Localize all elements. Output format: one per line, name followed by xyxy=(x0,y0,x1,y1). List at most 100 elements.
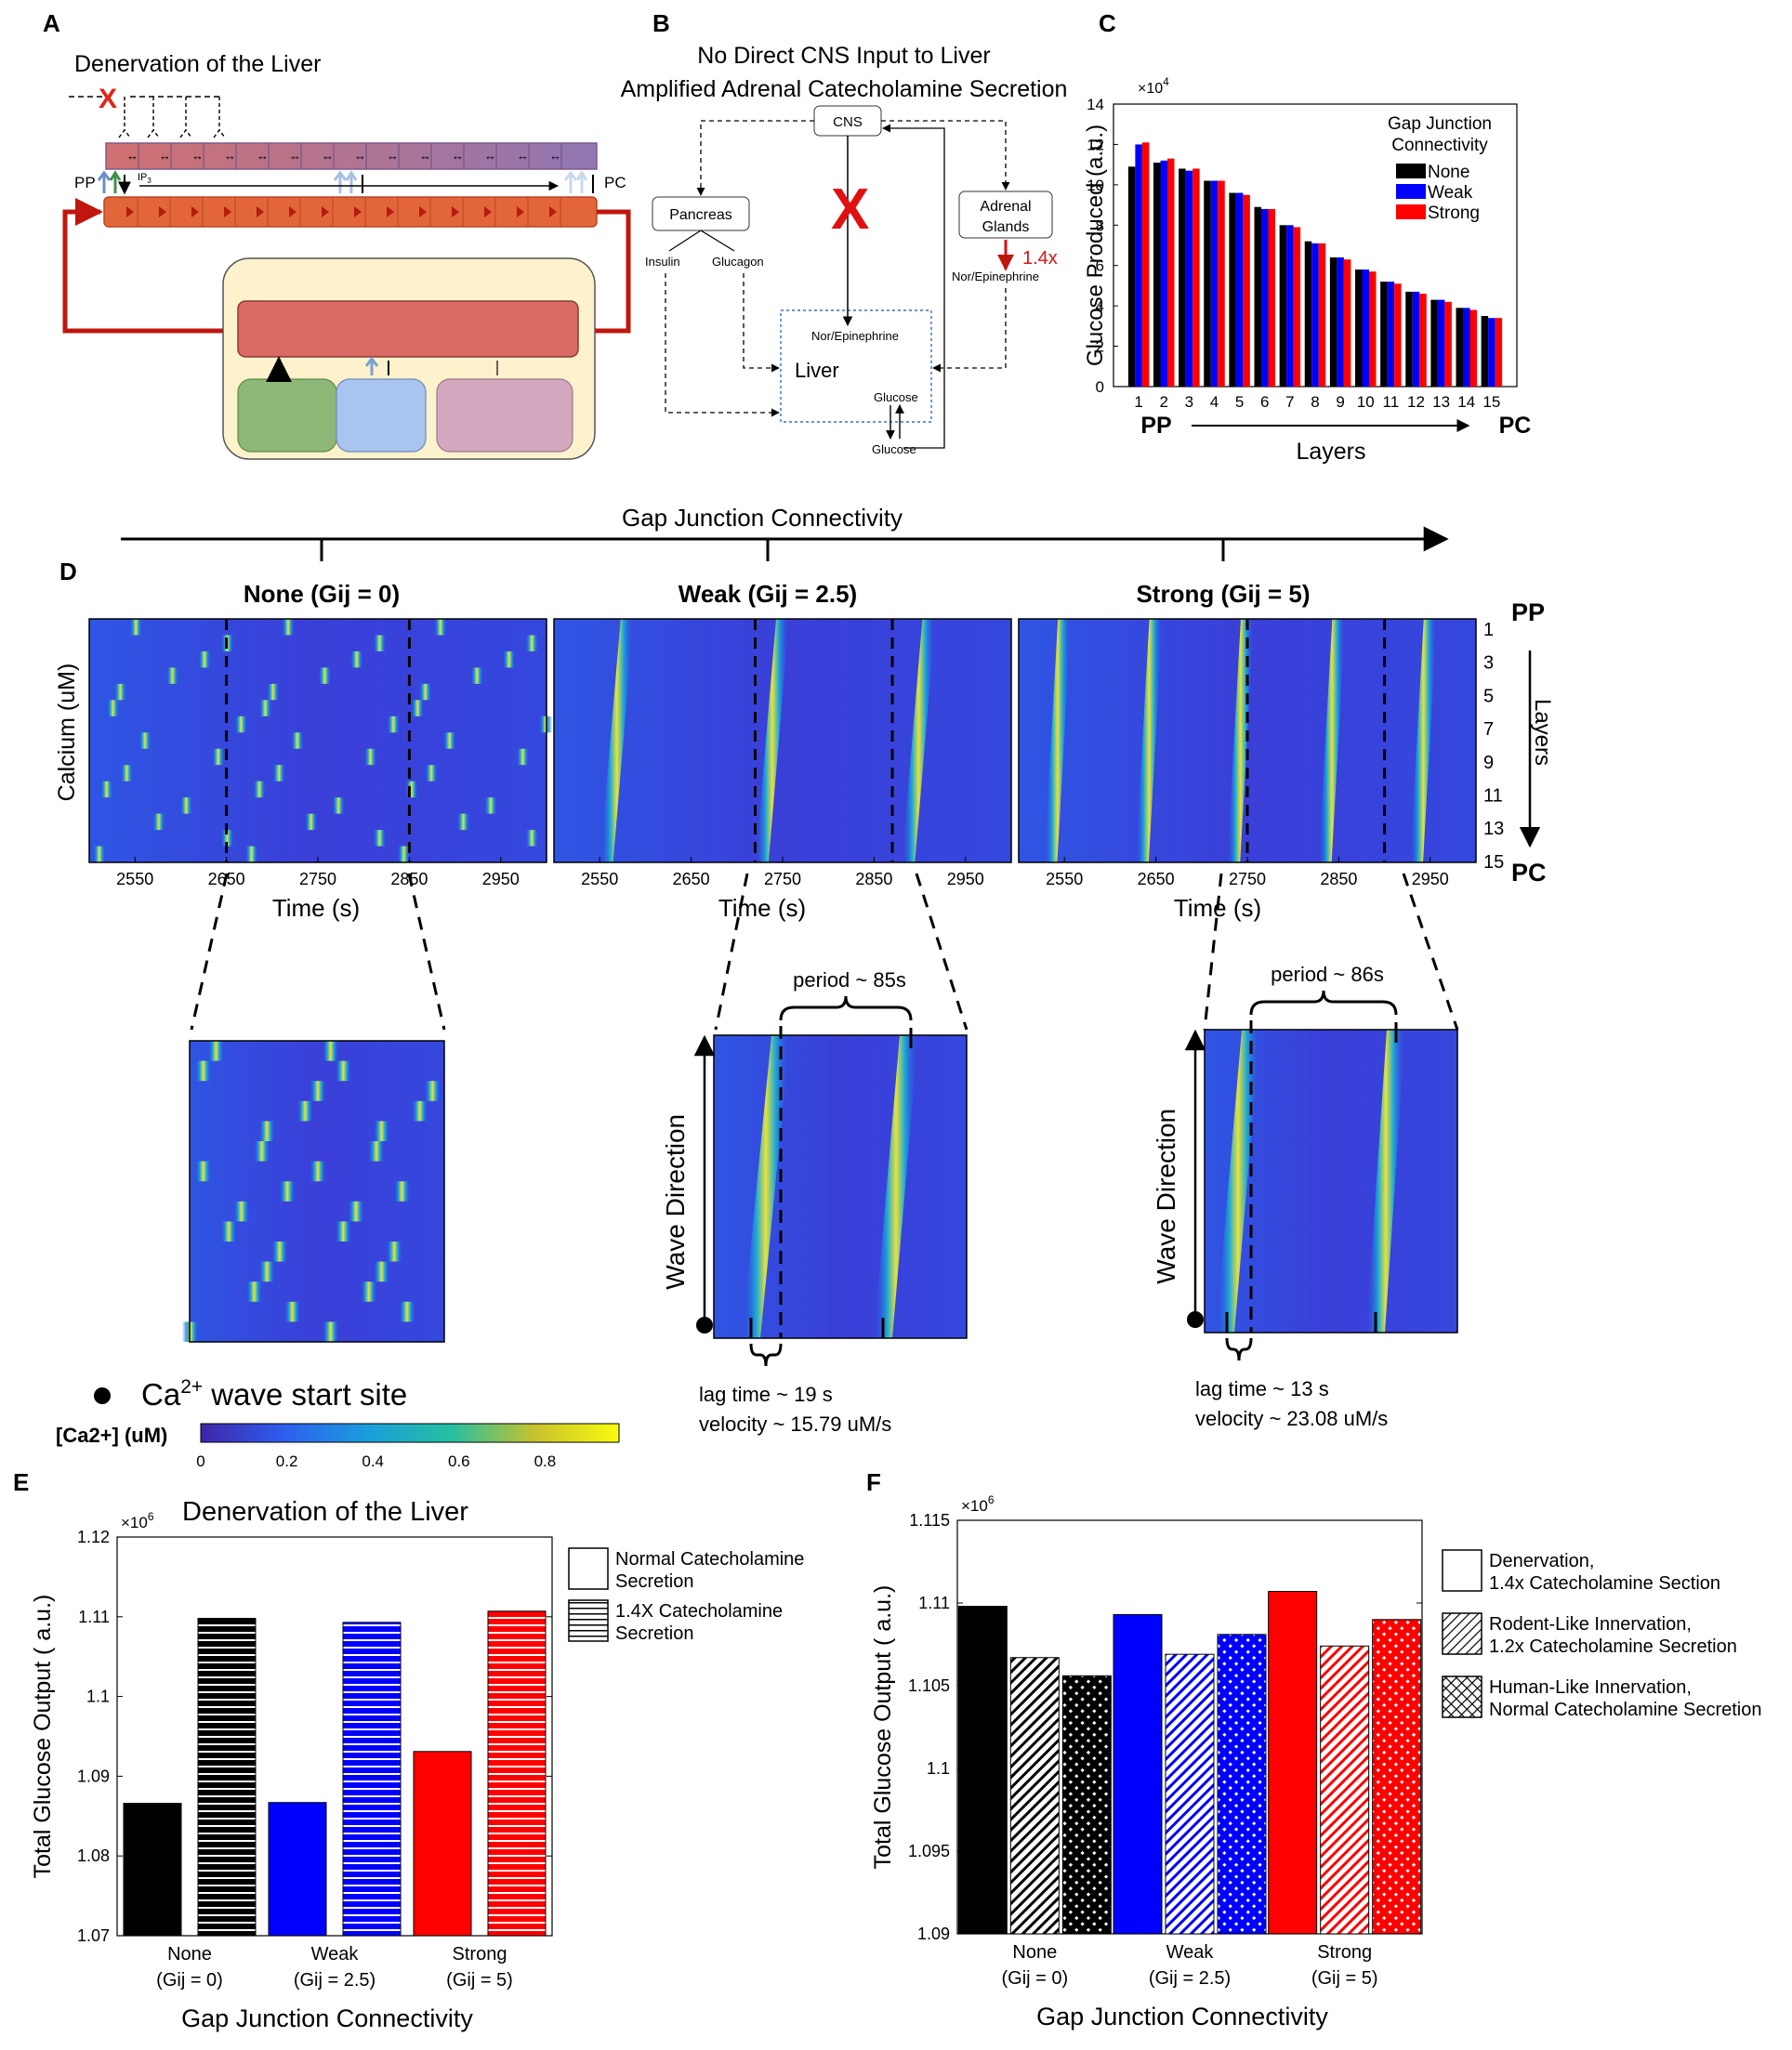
zoom-calcium-spike xyxy=(220,1221,238,1242)
chart-e-bar xyxy=(487,1610,547,1937)
zoom-connector xyxy=(1203,873,1223,1031)
layer-tick-label: 5 xyxy=(1483,686,1494,706)
chart-c-bar xyxy=(1286,225,1294,387)
zoom-wave-band xyxy=(1366,1030,1405,1333)
colorbar xyxy=(200,1423,620,1443)
chart-f-bar xyxy=(957,1606,1008,1935)
zoom-connector xyxy=(1402,873,1459,1031)
calcium-spike xyxy=(349,650,363,668)
chart-f-legend-swatch xyxy=(1442,1675,1482,1718)
layer-tick-label: 3 xyxy=(1483,653,1494,674)
chart-f-bar xyxy=(1009,1657,1060,1935)
svg-text:↔: ↔ xyxy=(354,149,366,163)
colorbar-tick-label: 0.6 xyxy=(448,1452,470,1470)
chart-f-xlabel: Gap Junction Connectivity xyxy=(1036,2003,1328,2030)
calcium-spike xyxy=(404,781,418,798)
chart-c-xtick-label: 3 xyxy=(1185,393,1193,411)
heatmap-xtick-label: 2750 xyxy=(299,870,336,888)
lag-time-label: lag time ~ 19 s xyxy=(699,1383,833,1406)
chart-c-xtick-label: 11 xyxy=(1383,393,1400,411)
zoom-connector xyxy=(915,873,968,1031)
zoom-wave-band xyxy=(874,1035,918,1338)
lag-brace xyxy=(1225,1337,1253,1361)
chart-c-ytick-label: 8 xyxy=(1096,217,1104,234)
panel-a-schematic: Denervation of the Liver X ↔ ↔ ↔ ↔ ↔ ↔ ↔ ↔ ↔ ↔ ↔… xyxy=(62,51,631,460)
zoom-calcium-spike xyxy=(283,1301,301,1322)
organ-blue xyxy=(336,378,427,453)
adrenal-liver-link xyxy=(932,288,1007,373)
layer-tick-label: 1 xyxy=(1483,620,1494,640)
adrenal-norepi: Nor/Epinephrine xyxy=(952,269,1039,283)
calcium-spike xyxy=(387,716,401,733)
chart-f-xtick-label: Strong xyxy=(1317,1942,1372,1963)
chart-c-bar xyxy=(1179,168,1186,387)
zoom-none-frame xyxy=(189,1040,445,1343)
zoom-calcium-spike xyxy=(348,1201,365,1222)
adrenal-label-2: Glands xyxy=(982,219,1030,235)
chart-f-legend-label: Rodent-Like Innervation, xyxy=(1489,1614,1692,1635)
chart-c-ytick-label: 14 xyxy=(1087,96,1104,113)
colorbar-ticks: 0 0.2 0.4 0.6 0.8 xyxy=(196,1452,556,1470)
chart-f-ytick-label: 1.1 xyxy=(927,1759,950,1778)
zoom-wave-band xyxy=(1216,1030,1260,1333)
chart-c-bar xyxy=(1444,301,1452,387)
lag-brace xyxy=(749,1343,783,1367)
period-label: period ~ 86s xyxy=(1271,963,1384,986)
chart-c-xtick-label: 14 xyxy=(1457,393,1475,411)
chart-f-legend-label: Human-Like Innervation, xyxy=(1489,1677,1692,1698)
panel-b-title-2: Amplified Adrenal Catecholamine Secretio… xyxy=(621,76,1068,102)
zoom-panels: period ~ 85s lag time ~ 19 s velocity ~ 15… xyxy=(182,873,1459,1436)
calcium-spike xyxy=(258,700,272,716)
calcium-spike xyxy=(138,732,152,749)
chart-e-xtick-label: Weak xyxy=(311,1944,360,1965)
layer-tick-label: 9 xyxy=(1483,753,1494,773)
chart-f: 1.09 1.095 1.1 1.105 1.11 1.115 ×106 Total Gluc… xyxy=(870,1493,1761,2030)
chart-f-yscale: ×106 xyxy=(961,1493,995,1515)
zoom-calcium-spike xyxy=(296,1100,314,1122)
chart-c-x-end: PC xyxy=(1499,413,1532,439)
liver-label: Liver xyxy=(795,359,839,382)
zoom-connector xyxy=(714,873,749,1031)
denervation-cross: X xyxy=(99,84,117,114)
heatmap-xtick-label: 2550 xyxy=(581,870,618,888)
chart-f-ytick-label: 1.09 xyxy=(917,1925,950,1943)
chart-c-bar xyxy=(1419,294,1427,387)
calcium-spike xyxy=(470,667,484,684)
nerve-branches xyxy=(118,97,226,138)
heatmap-xlabel: Time (s) xyxy=(718,894,806,922)
calcium-spike xyxy=(483,797,497,814)
chart-e-legend-label: 1.4X Catecholamine xyxy=(615,1601,783,1622)
heatmap-xtick-label: 2850 xyxy=(1320,870,1357,888)
pancreas-split xyxy=(668,230,735,252)
zoom-calcium-spike xyxy=(182,1321,199,1342)
period-brace xyxy=(1249,990,1398,1016)
calcium-spike xyxy=(502,650,516,668)
chart-c-xtick-label: 7 xyxy=(1285,393,1294,411)
svg-text:↔: ↔ xyxy=(452,149,464,163)
calcium-spike xyxy=(234,716,248,733)
chart-f-yscale-exponent: 6 xyxy=(988,1493,995,1506)
chart-c-ytick-label: 0 xyxy=(1096,378,1104,396)
zoom-calcium-spike xyxy=(411,1100,428,1122)
chart-c-bar xyxy=(1210,180,1219,387)
chart-c-ytick-label: 4 xyxy=(1096,297,1104,315)
panel-a-title: Denervation of the Liver xyxy=(74,51,321,77)
blood-glucose: Glucose xyxy=(872,442,916,456)
chart-c-xtick-label: 4 xyxy=(1210,393,1219,411)
chart-c-xtick-label: 13 xyxy=(1432,393,1450,411)
pancreas-label: Pancreas xyxy=(669,207,732,223)
chart-f-bar xyxy=(1217,1634,1267,1935)
chart-c-x-start: PP xyxy=(1140,413,1171,439)
chart-c-yscale-exponent: 4 xyxy=(1163,75,1169,88)
calcium-spike xyxy=(282,619,296,636)
chart-c-bar xyxy=(1311,243,1319,387)
svg-text:↔: ↔ xyxy=(419,149,431,163)
chart-c-ytick-label: 10 xyxy=(1087,177,1104,194)
chart-e-xtick-sub: (Gij = 0) xyxy=(156,1970,223,1991)
svg-text:↔: ↔ xyxy=(257,149,269,163)
layer-tick-label: 15 xyxy=(1483,852,1504,873)
heatmap-xtick-label: 2950 xyxy=(482,870,520,888)
chart-c-bar xyxy=(1127,166,1136,387)
chart-c-bar xyxy=(1293,227,1301,387)
